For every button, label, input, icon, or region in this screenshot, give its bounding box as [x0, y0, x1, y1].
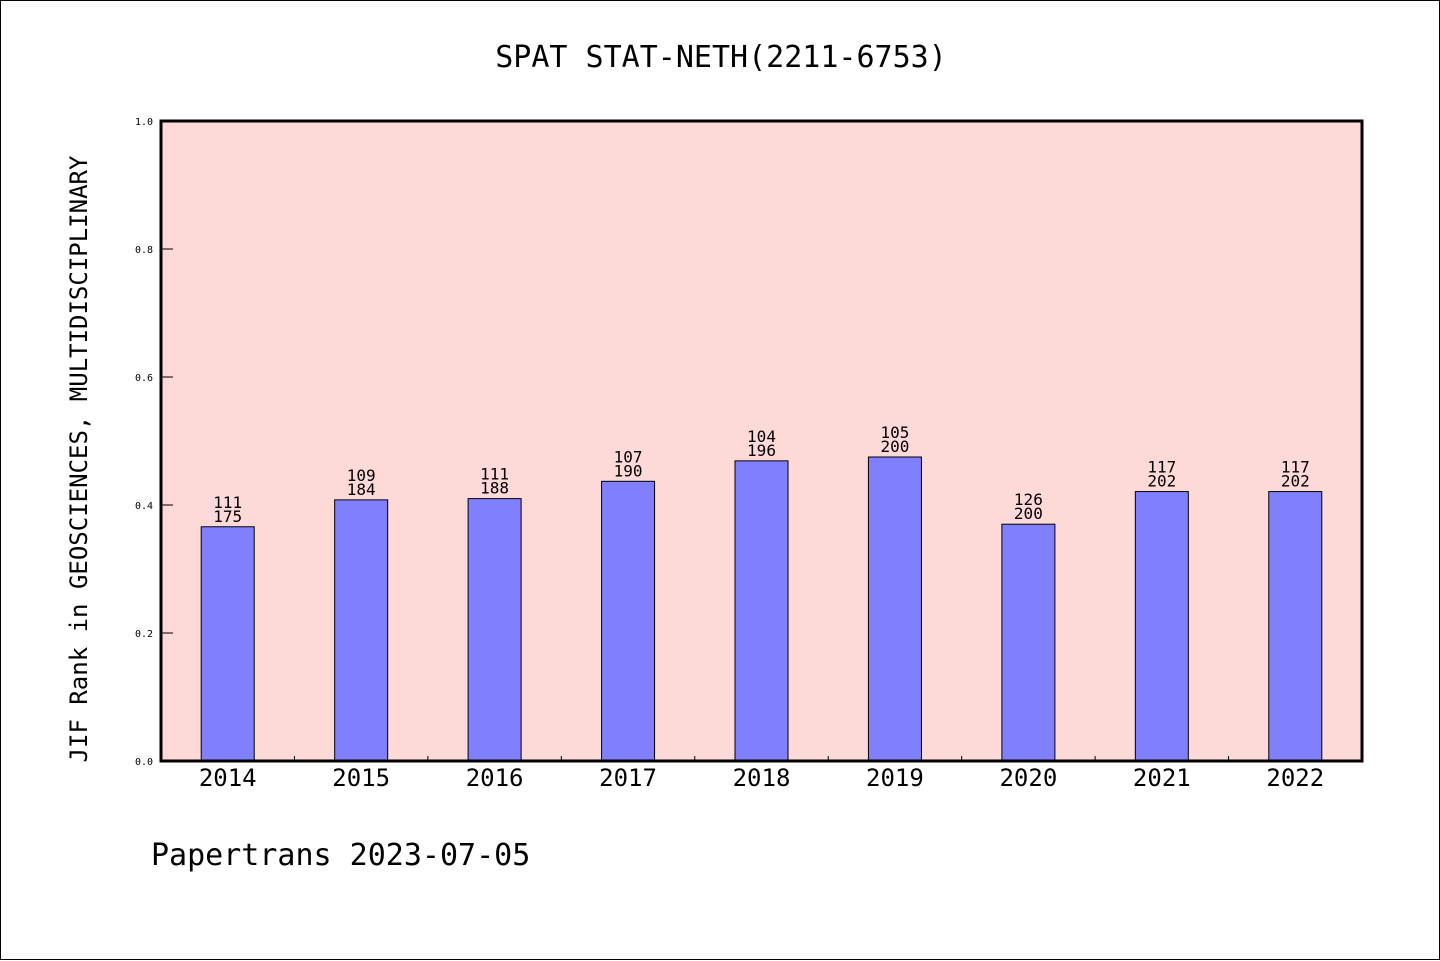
y-tick-label: 0.4: [135, 501, 153, 512]
bar-2015: [334, 499, 389, 762]
x-tick-label: 2014: [199, 764, 257, 792]
footer-text: Papertrans 2023-07-05: [151, 838, 530, 873]
y-tick-label: 1.0: [135, 117, 153, 128]
bar-total-label: 188: [480, 479, 509, 498]
bar-total-label: 202: [1281, 472, 1310, 491]
y-axis-label: JIF Rank in GEOSCIENCES, MULTIDISCIPLINA…: [65, 155, 93, 762]
bar-rank-label: 111: [480, 465, 509, 484]
y-tick-label: 0.0: [135, 757, 153, 768]
x-tick-label: 2021: [1133, 764, 1191, 792]
bar-labels-group: 1111751091841111881071901041961052001262…: [213, 423, 1309, 526]
bar-total-label: 175: [213, 507, 242, 526]
x-tick-label: 2020: [999, 764, 1057, 792]
bar-rank-label: 117: [1147, 458, 1176, 477]
bar-total-label: 184: [347, 480, 376, 499]
bar-rank-label: 105: [880, 423, 909, 442]
bar-2019: [867, 456, 922, 762]
x-tick-label: 2018: [733, 764, 791, 792]
bar-2014: [200, 526, 255, 762]
bar-rank-label: 126: [1014, 490, 1043, 509]
x-tick-label: 2016: [466, 764, 524, 792]
bar-total-label: 200: [880, 437, 909, 456]
x-axis: 2014 2015 2016 2017 2018 2019 2020 2021 2022: [199, 756, 1324, 792]
y-tick-label: 0.6: [135, 373, 153, 384]
bar-2020: [1001, 523, 1056, 762]
bar-total-label: 202: [1147, 472, 1176, 491]
x-tick-label: 2017: [599, 764, 657, 792]
x-tick-label: 2022: [1266, 764, 1324, 792]
bar-rank-label: 117: [1281, 458, 1310, 477]
x-tick-label: 2019: [866, 764, 924, 792]
x-tick-label: 2015: [332, 764, 390, 792]
bar-rank-label: 109: [347, 466, 376, 485]
bars-group: [200, 456, 1323, 762]
y-tick-label: 0.8: [135, 245, 153, 256]
plot-border: [159, 119, 1364, 763]
bar-2016: [467, 498, 522, 762]
bar-2022: [1268, 491, 1323, 762]
bar-rank-label: 111: [213, 493, 242, 512]
bar-2018: [734, 460, 789, 762]
bar-2017: [601, 480, 656, 762]
bar-rank-label: 107: [614, 447, 643, 466]
bar-2021: [1134, 491, 1189, 762]
chart-title: SPAT STAT-NETH(2211-6753): [495, 40, 947, 75]
y-tick-label: 0.2: [135, 629, 153, 640]
bar-total-label: 190: [614, 461, 643, 480]
bar-rank-label: 104: [747, 427, 776, 446]
bar-total-label: 200: [1014, 504, 1043, 523]
bar-total-label: 196: [747, 441, 776, 460]
